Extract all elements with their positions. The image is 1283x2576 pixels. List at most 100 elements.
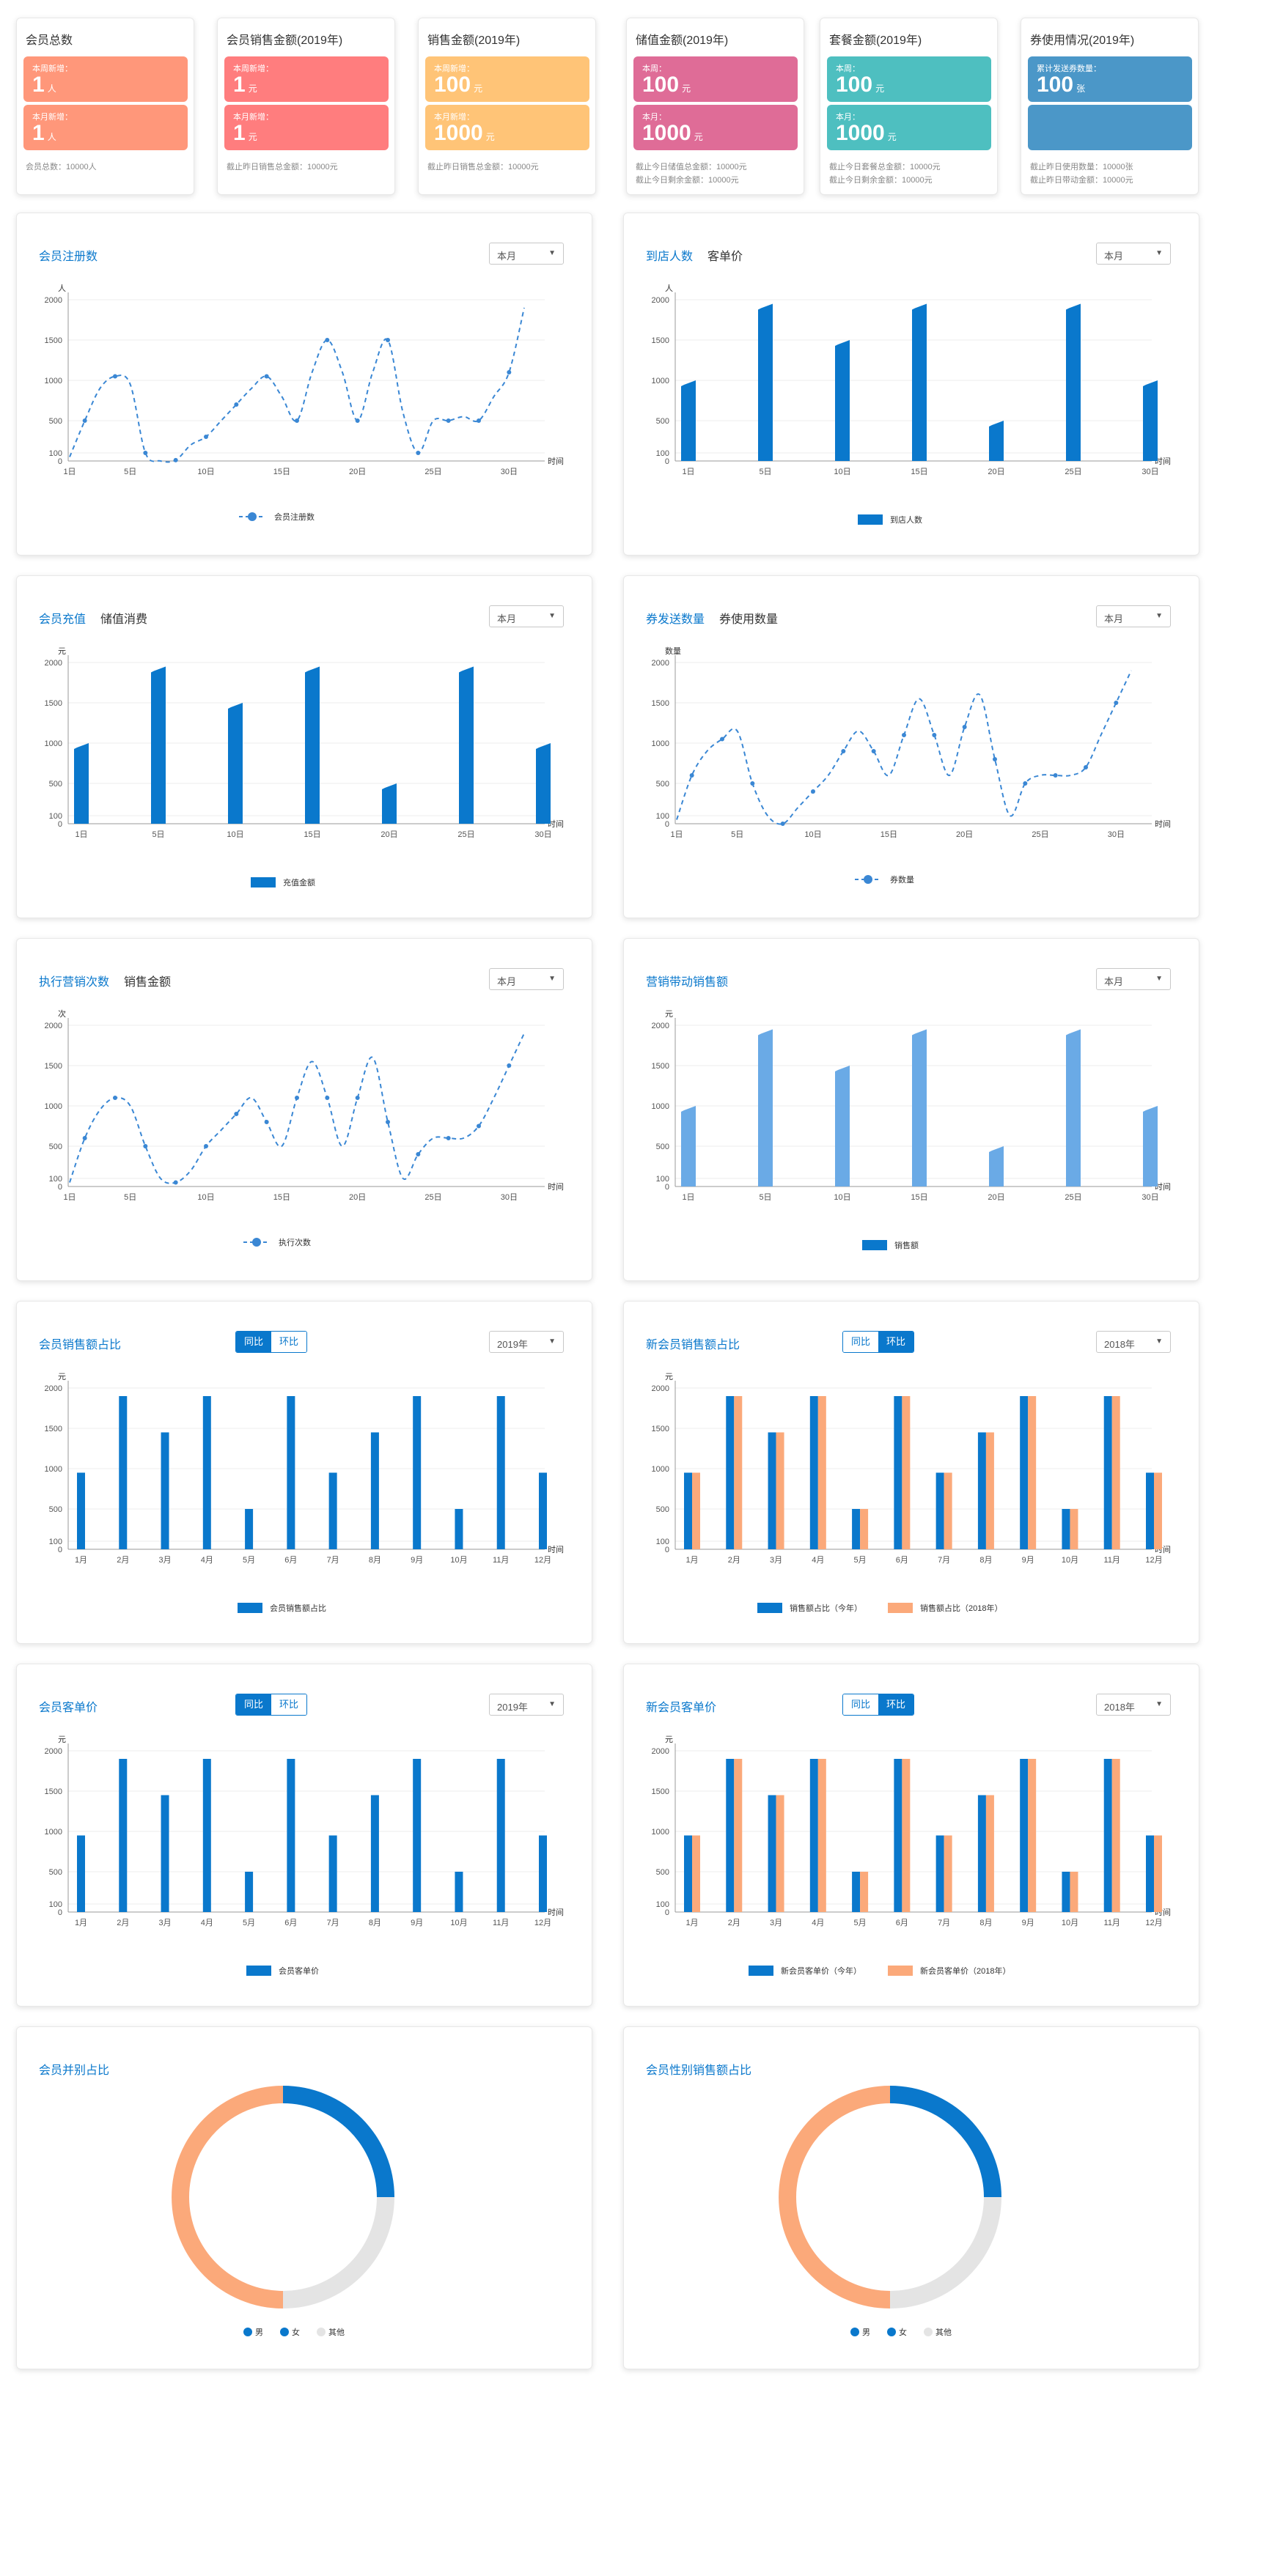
bar[interactable] bbox=[413, 1759, 422, 1912]
bar[interactable] bbox=[455, 1872, 463, 1912]
bar[interactable] bbox=[1062, 1509, 1070, 1549]
data-point[interactable] bbox=[932, 733, 937, 737]
bar[interactable] bbox=[245, 1509, 254, 1549]
bar[interactable] bbox=[1154, 1835, 1162, 1913]
panel-tab[interactable]: 会员销售额占比 bbox=[39, 1339, 122, 1351]
legend-item[interactable]: 销售额占比（2018年） bbox=[888, 1603, 1002, 1613]
data-point[interactable] bbox=[325, 1096, 330, 1100]
bar[interactable] bbox=[734, 1759, 743, 1912]
bar[interactable] bbox=[1066, 1029, 1081, 1187]
data-point[interactable] bbox=[416, 1152, 421, 1156]
legend-item[interactable]: 女 bbox=[280, 2327, 300, 2337]
bar[interactable] bbox=[539, 1835, 547, 1913]
bar[interactable] bbox=[287, 1396, 295, 1549]
panel-tab[interactable]: 客单价 bbox=[707, 251, 743, 263]
bar[interactable] bbox=[894, 1759, 902, 1912]
data-point[interactable] bbox=[689, 773, 694, 778]
toggle-left-button[interactable]: 同比 bbox=[236, 1694, 271, 1715]
data-point[interactable] bbox=[507, 1063, 512, 1068]
bar[interactable] bbox=[1146, 1472, 1154, 1550]
bar[interactable] bbox=[245, 1872, 254, 1912]
legend-item[interactable]: 女 bbox=[887, 2327, 907, 2337]
panel-tab[interactable]: 到店人数 bbox=[646, 251, 694, 263]
pie-slice[interactable] bbox=[283, 2197, 394, 2309]
bar[interactable] bbox=[382, 783, 397, 824]
legend-item[interactable]: 其他 bbox=[317, 2328, 345, 2337]
toggle-right-button[interactable]: 环比 bbox=[878, 1332, 913, 1352]
bar[interactable] bbox=[985, 1795, 994, 1913]
data-point[interactable] bbox=[477, 1123, 481, 1129]
bar[interactable] bbox=[768, 1432, 776, 1550]
data-point[interactable] bbox=[295, 418, 299, 423]
data-point[interactable] bbox=[993, 757, 997, 761]
data-point[interactable] bbox=[264, 374, 269, 379]
bar[interactable] bbox=[776, 1432, 784, 1550]
data-point[interactable] bbox=[1023, 781, 1028, 786]
pie-slice[interactable] bbox=[890, 2086, 1001, 2197]
bar[interactable] bbox=[835, 340, 850, 461]
data-point[interactable] bbox=[204, 1144, 208, 1148]
bar[interactable] bbox=[768, 1795, 776, 1913]
bar[interactable] bbox=[77, 1472, 85, 1550]
legend-item[interactable]: 新会员客单价（2018年） bbox=[888, 1966, 1010, 1976]
data-point[interactable] bbox=[143, 451, 148, 455]
bar[interactable] bbox=[684, 1835, 692, 1913]
bar[interactable] bbox=[119, 1396, 128, 1549]
data-point[interactable] bbox=[113, 1096, 117, 1100]
panel-tab[interactable]: 会员充值 bbox=[39, 613, 87, 626]
bar[interactable] bbox=[539, 1472, 547, 1550]
bar[interactable] bbox=[1143, 1106, 1158, 1186]
data-point[interactable] bbox=[1084, 765, 1088, 770]
bar[interactable] bbox=[370, 1432, 379, 1550]
data-point[interactable] bbox=[780, 822, 785, 826]
data-point[interactable] bbox=[355, 418, 360, 423]
bar[interactable] bbox=[536, 743, 551, 824]
bar[interactable] bbox=[305, 666, 320, 824]
bar[interactable] bbox=[681, 380, 696, 461]
data-point[interactable] bbox=[1114, 701, 1119, 705]
bar[interactable] bbox=[852, 1872, 861, 1912]
pie-slice[interactable] bbox=[283, 2086, 394, 2197]
panel-tab[interactable]: 营销带动销售额 bbox=[646, 976, 729, 989]
bar[interactable] bbox=[985, 1432, 994, 1550]
data-point[interactable] bbox=[143, 1144, 148, 1148]
period-select[interactable]: 本月 ▼ bbox=[489, 605, 564, 627]
data-point[interactable] bbox=[902, 733, 906, 737]
bar[interactable] bbox=[817, 1396, 826, 1549]
legend-item[interactable]: 充值金额 bbox=[251, 877, 315, 887]
bar[interactable] bbox=[809, 1759, 818, 1912]
toggle-right-button[interactable]: 环比 bbox=[878, 1694, 913, 1715]
panel-tab[interactable]: 券发送数量 bbox=[646, 613, 705, 626]
toggle-right-button[interactable]: 环比 bbox=[271, 1694, 306, 1715]
bar[interactable] bbox=[1154, 1472, 1162, 1550]
period-select[interactable]: 本月 ▼ bbox=[1096, 243, 1171, 265]
data-point[interactable] bbox=[416, 451, 421, 455]
legend-item[interactable]: 男 bbox=[850, 2328, 870, 2337]
bar[interactable] bbox=[912, 1029, 927, 1187]
bar[interactable] bbox=[944, 1472, 952, 1550]
data-point[interactable] bbox=[962, 725, 967, 729]
period-select[interactable]: 2019年 ▼ bbox=[489, 1694, 564, 1716]
bar[interactable] bbox=[852, 1509, 861, 1549]
bar[interactable] bbox=[902, 1396, 911, 1549]
legend-item[interactable]: 会员注册数 bbox=[239, 512, 315, 522]
bar[interactable] bbox=[1111, 1759, 1120, 1912]
panel-tab[interactable]: 会员性别销售额占比 bbox=[646, 2064, 752, 2077]
bar[interactable] bbox=[894, 1396, 902, 1549]
bar[interactable] bbox=[734, 1396, 743, 1549]
bar[interactable] bbox=[496, 1396, 505, 1549]
data-point[interactable] bbox=[234, 402, 239, 407]
bar[interactable] bbox=[1146, 1835, 1154, 1913]
bar[interactable] bbox=[977, 1795, 986, 1913]
bar[interactable] bbox=[692, 1472, 700, 1550]
bar[interactable] bbox=[835, 1066, 850, 1186]
data-point[interactable] bbox=[386, 1120, 390, 1124]
period-select[interactable]: 本月 ▼ bbox=[1096, 968, 1171, 990]
bar[interactable] bbox=[1103, 1759, 1112, 1912]
legend-item[interactable]: 其他 bbox=[924, 2328, 952, 2337]
bar[interactable] bbox=[161, 1432, 169, 1550]
data-point[interactable] bbox=[1053, 773, 1058, 778]
data-point[interactable] bbox=[507, 370, 512, 374]
bar[interactable] bbox=[726, 1759, 735, 1912]
bar[interactable] bbox=[119, 1759, 128, 1912]
